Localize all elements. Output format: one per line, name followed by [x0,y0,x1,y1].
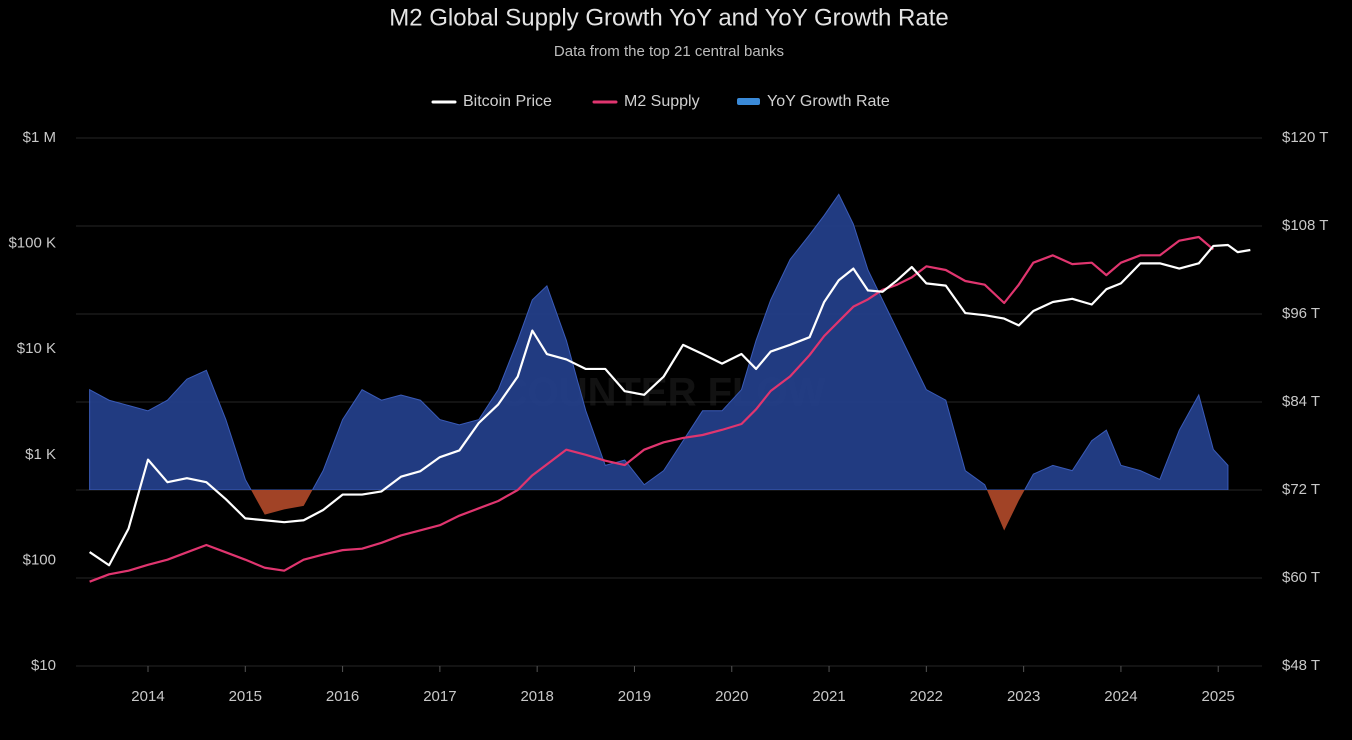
chart-subtitle: Data from the top 21 central banks [554,43,784,60]
y2-tick-label: $84 T [1282,393,1320,410]
x-tick-label: 2020 [715,688,748,705]
y2-tick-label: $108 T [1282,217,1328,234]
y2-tick-label: $96 T [1282,305,1320,322]
x-tick-label: 2018 [520,688,553,705]
y-tick-label: $1 K [25,446,56,463]
x-tick-label: 2023 [1007,688,1040,705]
legend-swatch [737,98,760,105]
x-tick-label: 2021 [812,688,845,705]
legend-label: M2 Supply [624,93,700,110]
y-tick-label: $10 K [17,340,56,357]
x-tick-label: 2014 [131,688,164,705]
x-tick-label: 2015 [229,688,262,705]
x-tick-label: 2019 [618,688,651,705]
y-tick-label: $100 [23,551,56,568]
legend-label: Bitcoin Price [463,93,552,110]
y-tick-label: $100 K [8,235,56,252]
y-tick-label: $10 [31,657,56,674]
series-line [89,243,1251,567]
growth-area-positive [89,193,1229,490]
x-tick-label: 2016 [326,688,359,705]
y2-tick-label: $72 T [1282,481,1320,498]
x-tick-label: 2025 [1202,688,1235,705]
x-tick-label: 2022 [910,688,943,705]
y-tick-label: $1 M [23,129,56,146]
y2-tick-label: $60 T [1282,569,1320,586]
legend-label: YoY Growth Rate [767,93,890,110]
x-tick-label: 2017 [423,688,456,705]
series-line [89,235,1215,583]
growth-area-negative [89,490,1228,531]
x-tick-label: 2024 [1104,688,1137,705]
y2-tick-label: $120 T [1282,129,1328,146]
chart-title: M2 Global Supply Growth YoY and YoY Grow… [389,4,948,31]
y2-tick-label: $48 T [1282,657,1320,674]
